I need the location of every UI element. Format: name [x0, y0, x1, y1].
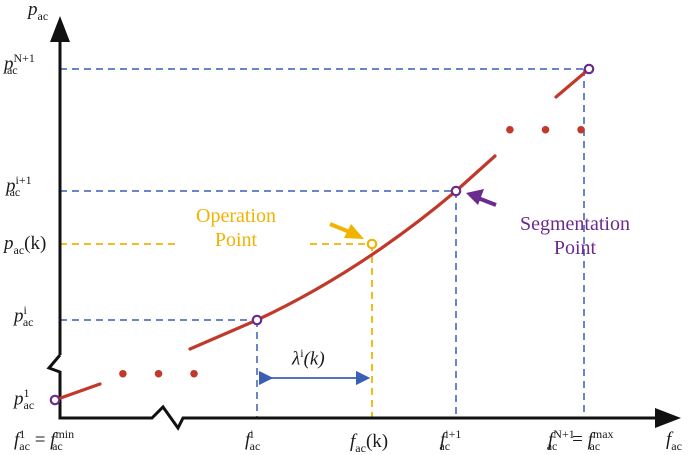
y-label-p1-sub: ac [23, 398, 35, 413]
x-label-fN1-max: max [592, 427, 614, 441]
y-label-pi-sup: i [23, 303, 27, 317]
x-label-fN1: fN+1ac = fmaxac [546, 428, 614, 454]
y-axis-title-sub: ac [37, 8, 49, 23]
y-label-pi-base: p [14, 305, 24, 327]
x-axis-title-symbol: f [666, 429, 672, 450]
points [49, 63, 595, 406]
x-axis-title-sub: ac [671, 438, 682, 453]
operation-point-annotation: Operation Point [196, 204, 276, 252]
guide-lines-yellow [60, 243, 373, 418]
operation-annotation-line1: Operation [196, 205, 276, 227]
y-label-p1: p1ac [14, 387, 34, 411]
x-label-fN1-sub-2: ac [589, 439, 601, 454]
curve-segment-i [255, 189, 458, 322]
guide-lines-blue [60, 68, 585, 418]
curve-segment-last [554, 67, 591, 99]
y-axis-title: pac [28, 0, 48, 22]
x-label-fk-arg: (k) [365, 431, 389, 452]
x-label-fk: fac(k) [350, 432, 388, 454]
lambda-label-base: λ [292, 348, 301, 370]
ellipsis-upper: • • • [505, 114, 595, 145]
x-label-fi1-sub: ac [439, 439, 451, 454]
curve [53, 67, 591, 402]
x-axis-arrowhead [655, 408, 681, 428]
segmentation-point-1 [49, 394, 61, 406]
y-label-pi1-base: p [6, 175, 16, 197]
segmentation-annotation-line2: Point [553, 237, 597, 259]
x-label-f1: f1ac = fminac [14, 427, 74, 454]
y-axis-title-symbol: p [28, 0, 38, 20]
segmentation-point-annotation: Segmentation Point [520, 212, 630, 260]
y-label-pN1-sub: ac [6, 63, 18, 78]
y-label-pN1-sup: N+1 [13, 51, 35, 65]
x-label-fi-sup: i [250, 427, 254, 441]
y-label-p1-base: p [14, 388, 24, 410]
segmentation-annotation-line1: Segmentation [520, 213, 630, 235]
segmentation-point-i [251, 314, 263, 326]
y-label-pN1: pN+1ac [4, 52, 35, 78]
y-label-pi-sub: ac [22, 315, 34, 330]
x-label-fN1-base-2: f [587, 429, 593, 451]
y-label-pi: piac [14, 304, 34, 328]
y-label-pi1-sub: ac [9, 185, 21, 200]
segmentation-pointer-arrow [466, 189, 497, 207]
curve-segment-mid-left [188, 318, 259, 351]
operation-point [366, 238, 378, 250]
y-label-pi1-sup: i+1 [15, 173, 32, 187]
x-label-fN1-base: f [548, 429, 554, 451]
segmentation-point-N1 [583, 63, 595, 75]
y-label-p1-sup: 1 [23, 386, 30, 400]
x-axis [58, 400, 655, 431]
y-label-pk-arg: (k) [24, 233, 47, 254]
x-label-f1-base: f [14, 429, 20, 451]
x-label-f1-sup: 1 [19, 427, 26, 441]
x-label-fi-base: f [245, 429, 251, 451]
y-label-pk: pac(k) [4, 234, 46, 256]
x-label-f1-base-2: f [50, 429, 56, 451]
x-label-fk-base: f [350, 431, 356, 452]
x-label-fi: fiac [245, 428, 260, 452]
axes [46, 38, 655, 431]
y-label-pk-sub: ac [13, 242, 25, 257]
segmentation-point-i1 [450, 185, 462, 197]
x-label-fi-sub: ac [249, 439, 261, 454]
lambda-label-arg: (k) [303, 348, 325, 370]
operation-annotation-line2: Point [214, 229, 258, 251]
curve-segment-i1 [454, 154, 497, 193]
x-label-f1-eq: = [34, 429, 46, 451]
y-axis-arrowhead [50, 16, 70, 42]
y-label-pk-base: p [4, 233, 14, 254]
x-label-f1-min: min [55, 427, 75, 441]
lambda-label: λi(k) [292, 347, 325, 368]
curve-segment-first [53, 382, 102, 402]
y-label-pN1-base: p [4, 53, 14, 75]
lambda-label-sup: i [300, 346, 304, 360]
x-label-fi1: fi+1ac [439, 428, 461, 454]
x-label-f1-sub-2: ac [52, 439, 63, 454]
x-label-f1-sub: ac [19, 439, 30, 454]
x-label-fi1-base: f [440, 429, 446, 451]
ellipsis-lower: • • • [118, 358, 208, 389]
y-axis-break [46, 354, 62, 400]
y-label-pi1: pi+1ac [6, 174, 32, 200]
x-label-fk-sub: ac [355, 440, 366, 455]
x-label-fN1-sub: ac [546, 439, 558, 454]
operation-pointer-arrow [329, 222, 364, 239]
x-label-fi1-sup: i+1 [445, 427, 462, 441]
x-axis-title: fac [666, 430, 682, 452]
x-label-fN1-eq: = [572, 429, 583, 451]
